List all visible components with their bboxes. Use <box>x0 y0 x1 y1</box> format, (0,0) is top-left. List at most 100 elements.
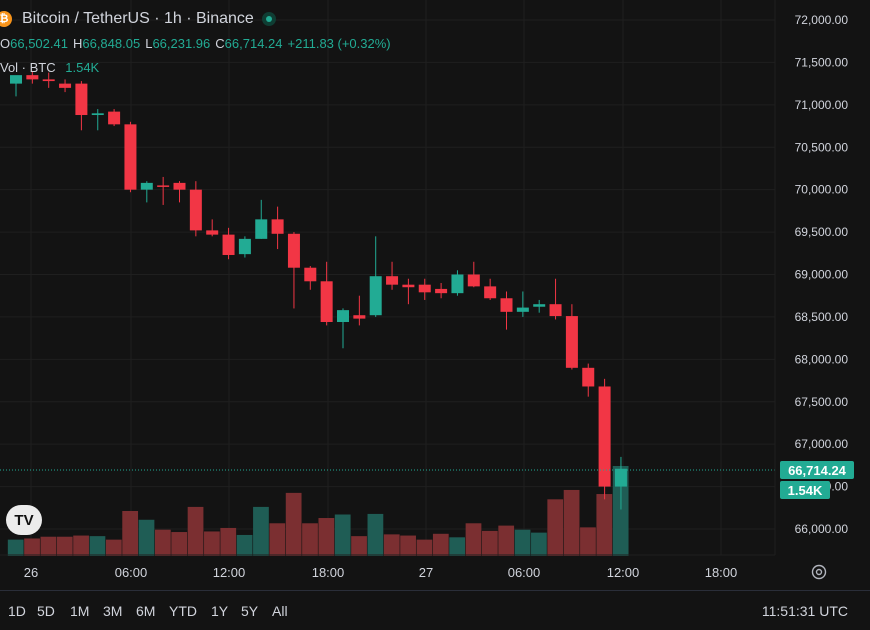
volume-bar <box>40 536 57 556</box>
price-tick-label: 68,500.00 <box>795 310 849 324</box>
timeframe-all[interactable]: All <box>272 603 288 619</box>
volume-bars <box>7 466 629 556</box>
candle-body <box>484 286 497 299</box>
candle-body <box>369 276 382 316</box>
bitcoin-icon: ₿ <box>0 11 12 27</box>
volume-bar <box>334 514 351 556</box>
volume-bar <box>154 529 171 556</box>
candle-body <box>582 367 595 387</box>
price-tick-label: 69,500.00 <box>795 225 849 239</box>
volume-bar <box>269 523 286 556</box>
candle-body <box>418 284 431 293</box>
volume-bar <box>400 535 416 556</box>
volume-bar <box>171 532 188 556</box>
close-value: 66,714.24 <box>224 36 283 51</box>
utc-clock[interactable]: 11:51:31 UTC <box>761 603 848 619</box>
volume-bar <box>498 525 515 556</box>
candle-body <box>287 233 300 268</box>
candle-body <box>108 111 121 125</box>
candle-body <box>467 274 480 287</box>
candle-body <box>59 83 72 88</box>
volume-legend[interactable]: Vol · BTC 1.54K <box>0 60 99 75</box>
grid-lines <box>0 0 775 555</box>
candle-body <box>516 307 529 312</box>
candle-body <box>320 281 333 323</box>
timeframe-6m[interactable]: 6M <box>136 603 156 619</box>
candle-body <box>10 75 22 84</box>
timeframe-1y[interactable]: 1Y <box>211 603 229 619</box>
timeframe-3m[interactable]: 3M <box>103 603 123 619</box>
price-tick-label: 71,000.00 <box>795 98 849 112</box>
time-tick-label: 18:00 <box>312 565 345 580</box>
timeframe-5d[interactable]: 5D <box>37 603 55 619</box>
volume-bar <box>220 527 237 556</box>
volume-bar <box>236 534 253 556</box>
price-tick-label: 70,500.00 <box>795 140 849 154</box>
candle-body <box>238 238 251 255</box>
candle-body <box>75 83 88 116</box>
timeframe-1d[interactable]: 1D <box>8 603 26 619</box>
time-tick-label: 27 <box>419 565 433 580</box>
volume-bar <box>351 536 367 556</box>
volume-bar <box>56 536 73 556</box>
candles <box>10 70 627 510</box>
candle-body <box>565 316 578 368</box>
volume-bar <box>73 535 89 556</box>
price-tick-label: 70,000.00 <box>795 183 849 197</box>
candle-body <box>173 182 186 190</box>
volume-bar <box>432 533 449 556</box>
open-value: 66,502.41 <box>10 36 68 51</box>
timeframe-1m[interactable]: 1M <box>70 603 90 619</box>
volume-bar <box>449 537 466 556</box>
volume-badge: 1.54K <box>780 481 830 499</box>
candle-body <box>42 79 55 82</box>
volume-bar <box>204 531 220 556</box>
price-tick-label: 71,500.00 <box>795 55 849 69</box>
volume-bar <box>481 530 498 556</box>
tradingview-logo[interactable]: TV <box>6 505 42 535</box>
volume-bar <box>612 466 629 556</box>
volume-bar <box>24 538 40 556</box>
candle-body <box>26 75 39 80</box>
volume-bar <box>580 527 596 556</box>
candle-body <box>402 284 415 288</box>
time-tick-label: 06:00 <box>508 565 541 580</box>
last-price-badge: 66,714.24 <box>780 461 854 479</box>
settings-gear-icon[interactable] <box>810 563 828 581</box>
candle-body <box>337 310 349 323</box>
time-tick-label: 06:00 <box>115 565 148 580</box>
time-tick-label: 12:00 <box>213 565 246 580</box>
time-tick-label: 18:00 <box>705 565 738 580</box>
candle-body <box>140 182 153 190</box>
volume-bar <box>7 539 24 556</box>
timeframe-5y[interactable]: 5Y <box>241 603 259 619</box>
candle-body <box>451 274 464 294</box>
open-label: O <box>0 36 11 51</box>
timeframe-ytd[interactable]: YTD <box>169 603 197 619</box>
volume-bar <box>187 506 204 556</box>
candle-body <box>614 468 627 487</box>
volume-bar <box>122 511 139 556</box>
candle-body <box>255 219 268 239</box>
symbol-header[interactable]: ₿ Bitcoin / TetherUS · 1h · Binance <box>0 8 276 30</box>
candle-body <box>189 189 202 231</box>
volume-bar <box>514 529 531 556</box>
volume-bar <box>318 518 335 556</box>
low-value: 66,231.96 <box>152 36 211 51</box>
time-tick-label: 26 <box>24 565 38 580</box>
volume-bar <box>416 539 433 556</box>
candle-body <box>124 124 137 190</box>
volume-bar <box>89 536 106 556</box>
price-tick-label: 69,000.00 <box>795 268 849 282</box>
price-tick-label: 66,000.00 <box>795 522 849 536</box>
candle-body <box>206 230 219 235</box>
candle-body <box>353 315 366 319</box>
candlestick-chart[interactable]: 72,000.00 71,500.00 71,000.00 70,500.00 70,0… <box>0 0 870 590</box>
volume-bar <box>367 513 384 556</box>
candle-body <box>435 288 448 294</box>
price-axis: 72,000.00 71,500.00 71,000.00 70,500.00 70,0… <box>795 13 849 536</box>
candle-body <box>91 113 104 116</box>
time-axis: 26 06:00 12:00 18:00 27 06:00 12:00 18:00 <box>24 565 738 580</box>
symbol-title[interactable]: Bitcoin / TetherUS · 1h · Binance <box>22 10 254 27</box>
price-tick-label: 67,000.00 <box>795 437 849 451</box>
